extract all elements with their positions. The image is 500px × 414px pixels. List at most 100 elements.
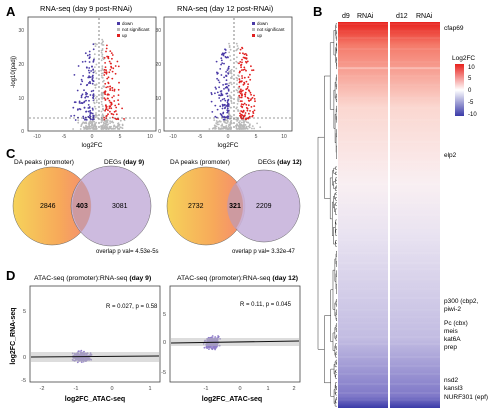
volcano-point [228, 42, 230, 45]
volcano-point [105, 123, 108, 126]
volcano-point [223, 88, 225, 90]
volcano-point [110, 112, 113, 115]
volcano-point [249, 78, 252, 81]
volcano-point [220, 125, 223, 127]
venn-pvalue: overlap p val= 4.53e-5s [96, 249, 159, 255]
volcano-point [224, 51, 227, 54]
volcano-point [227, 84, 230, 87]
volcano-point [112, 121, 115, 124]
volcano-point [93, 99, 96, 101]
volcano-point [241, 100, 243, 102]
volcano-point [114, 72, 117, 75]
volcano-ylabel: -log10(padj) [11, 56, 17, 88]
volcano-point [253, 98, 256, 100]
volcano-point [245, 118, 248, 121]
volcano-point [105, 47, 108, 50]
volcano-point [227, 109, 229, 112]
gene-label: elp2 [444, 152, 457, 159]
volcano-point [220, 57, 223, 60]
corr-frame [29, 285, 161, 383]
volcano-point [91, 118, 94, 121]
volcano-point [106, 119, 109, 121]
volcano-point [224, 48, 226, 51]
corr-stat: R = 0.027, p = 0.58 [106, 304, 158, 310]
xtick-label: -5 [198, 134, 203, 140]
volcano-point [101, 105, 104, 107]
volcano-point [120, 126, 122, 129]
volcano-point [102, 85, 105, 88]
volcano-point [239, 92, 242, 95]
xtick-label: 5 [255, 134, 258, 140]
legend-tick: -5 [468, 100, 474, 106]
volcano-point [95, 116, 97, 119]
volcano-point [104, 98, 107, 101]
volcano-point [80, 96, 83, 99]
corr-title-prefix: ATAC-seq (promoter):RNA-seq [177, 275, 272, 282]
volcano-point [95, 101, 98, 104]
corr-point [215, 346, 218, 348]
volcano-point [118, 127, 120, 130]
volcano-point [223, 62, 225, 65]
volcano-point [101, 65, 104, 68]
volcano-point [88, 57, 91, 60]
volcano-point [225, 116, 227, 118]
volcano-point [88, 99, 90, 102]
volcano-point [226, 101, 229, 104]
volcano-point [117, 122, 119, 125]
legend-label-up: up [122, 33, 128, 38]
volcano-point [91, 78, 94, 80]
ytick-label: -5 [21, 378, 26, 384]
volcano-point [112, 127, 115, 130]
volcano-point [240, 63, 243, 66]
volcano-point [91, 65, 93, 68]
volcano-point [219, 68, 222, 70]
volcano-point [235, 60, 238, 63]
legend-title: Log2FC [452, 55, 475, 62]
volcano-point [70, 115, 72, 117]
legend-tick: 0 [468, 88, 472, 94]
volcano-point [100, 92, 103, 95]
gene-label: nsd2 [444, 377, 458, 384]
volcano-point [217, 79, 220, 82]
volcano-points-day9 [70, 38, 126, 130]
corr-point [78, 350, 80, 353]
heatmap-column-d9 [338, 22, 388, 408]
venn-set2-prefix: DEGs [104, 159, 123, 166]
volcano-point [101, 103, 103, 106]
volcano-point [236, 45, 239, 47]
legend-label-down: down [257, 21, 268, 26]
volcano-point [240, 121, 243, 124]
volcano-point [217, 123, 220, 126]
volcano-point [238, 78, 241, 80]
volcano-point [106, 114, 108, 117]
volcano-point [214, 86, 217, 89]
volcano-point [227, 89, 230, 92]
volcano-point [226, 107, 229, 110]
volcano-point [244, 56, 246, 59]
volcano-point [115, 113, 118, 116]
volcano-point [218, 120, 220, 123]
volcano-point [113, 124, 116, 127]
volcano-point [256, 122, 258, 125]
legend-swatch-up [252, 34, 255, 37]
ytick-label: 20 [155, 62, 161, 68]
volcano-point [230, 102, 233, 104]
volcano-point [229, 55, 232, 57]
volcano-point [77, 108, 79, 111]
volcano-point [105, 69, 107, 72]
volcano-point [240, 66, 243, 69]
volcano-point [84, 60, 87, 63]
volcano-point [214, 92, 216, 95]
legend-swatch-ns [252, 28, 255, 31]
volcano-point [86, 92, 88, 95]
xtick-label: -1 [74, 386, 79, 392]
volcano-point [92, 80, 95, 82]
volcano-point [100, 69, 103, 72]
volcano-point [243, 102, 246, 105]
volcano-point [228, 112, 231, 115]
volcano-point [85, 91, 87, 94]
volcano-point [93, 120, 96, 123]
volcano-point [228, 45, 231, 47]
volcano-point [250, 106, 253, 108]
volcano-point [103, 79, 105, 82]
